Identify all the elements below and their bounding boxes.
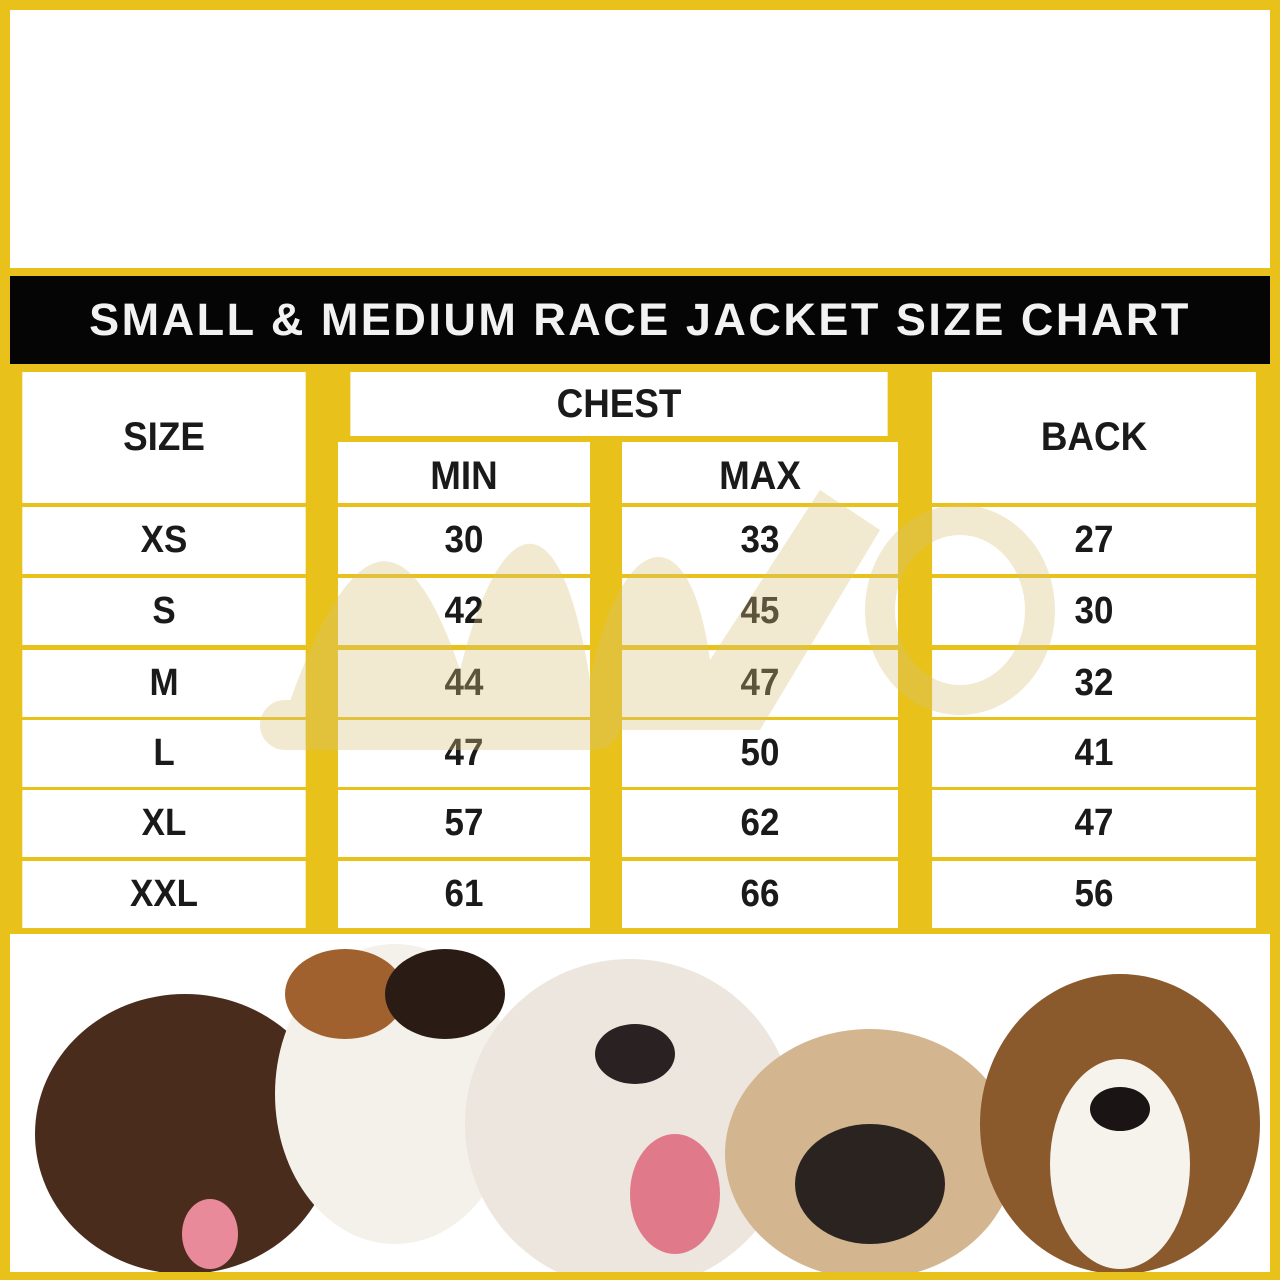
cell-back: 41 [932,720,1256,787]
cell-min: 44 [337,650,591,717]
cell-back: 47 [932,790,1256,857]
cell-back: 30 [932,578,1256,645]
cell-min: 30 [337,507,591,574]
top-blank-area [10,10,1270,268]
cell-size: XS [22,507,306,574]
cell-max: 66 [622,861,898,928]
header-chest: CHEST [350,372,888,436]
cell-max: 50 [622,720,898,787]
cell-back: 56 [932,861,1256,928]
cell-size: M [22,650,306,717]
cell-size: XL [22,790,306,857]
cell-size: XXL [22,861,306,928]
cell-min: 47 [337,720,591,787]
dog-bulldog [465,959,795,1280]
cell-max: 62 [622,790,898,857]
dog-jack-russell [275,944,515,1244]
cell-min: 42 [337,578,591,645]
header-back: BACK [932,372,1256,503]
dog-beagle [980,974,1260,1274]
header-max: MAX [622,442,898,503]
cell-back: 32 [932,650,1256,717]
cell-back: 27 [932,507,1256,574]
cell-max: 45 [622,578,898,645]
cell-size: S [22,578,306,645]
dogs-photo [10,934,1270,1280]
chart-title: SMALL & MEDIUM RACE JACKET SIZE CHART [10,276,1270,364]
cell-min: 57 [337,790,591,857]
cell-max: 47 [622,650,898,717]
header-size: SIZE [22,372,306,503]
header-min: MIN [337,442,591,503]
cell-min: 61 [337,861,591,928]
dog-pug [725,1029,1015,1279]
cell-max: 33 [622,507,898,574]
dog-chocolate-lab [35,994,335,1274]
cell-size: L [22,720,306,787]
